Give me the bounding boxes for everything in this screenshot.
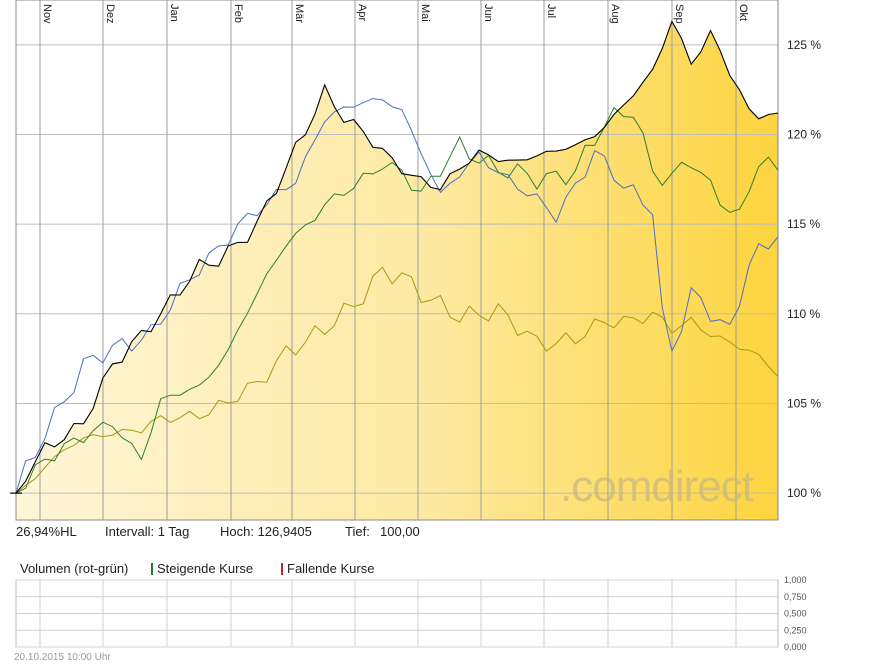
axis-labels: 100 % 105 % 110 % 115 % 120 % 125 % Nov Dez Jan F… bbox=[41, 4, 821, 500]
x-tick-label: Okt bbox=[737, 4, 749, 21]
comdirect-watermark: .comdirect bbox=[560, 462, 754, 511]
x-tick-label: Feb bbox=[232, 4, 244, 23]
x-tick-label: Jun bbox=[482, 4, 494, 22]
legend-falling-label: Fallende Kurse bbox=[287, 561, 375, 576]
y-tick-label: 105 % bbox=[787, 396, 821, 410]
y-tick-label: 120 % bbox=[787, 127, 821, 141]
low-stat-value: 100,00 bbox=[380, 524, 420, 539]
volume-tick-label: 0,750 bbox=[784, 592, 807, 602]
volume-title: Volumen (rot-grün) bbox=[20, 561, 129, 576]
x-tick-label: Jan bbox=[168, 4, 180, 22]
x-tick-label: Jul bbox=[545, 4, 557, 18]
x-tick-label: Mär bbox=[293, 4, 305, 23]
plot-frame bbox=[15, 0, 779, 521]
range-stat: 26,94%HL bbox=[16, 524, 77, 539]
series-lines bbox=[10, 20, 779, 494]
y-tick-label: 125 % bbox=[787, 38, 821, 52]
series-line-1 bbox=[15, 98, 779, 494]
legend-rising: Steigende Kurse bbox=[151, 561, 253, 576]
high-stat: Hoch: 126,9405 bbox=[220, 524, 312, 539]
price-grid bbox=[15, 0, 779, 521]
x-tick-label: Nov bbox=[41, 4, 53, 24]
x-tick-label: Dez bbox=[104, 4, 116, 24]
volume-tick-label: 0,250 bbox=[784, 625, 807, 635]
volume-tick-label: 1,000 bbox=[784, 575, 807, 585]
area-fill bbox=[16, 21, 778, 521]
x-tick-label: Sep bbox=[673, 4, 685, 24]
x-tick-label: Aug bbox=[609, 4, 621, 24]
legend-falling-swatch bbox=[281, 563, 283, 575]
volume-tick-label: 0,500 bbox=[784, 609, 807, 619]
volume-tick-label: 0,000 bbox=[784, 642, 807, 652]
volume-grid: 1,000 0,750 0,500 0,250 0,000 bbox=[15, 575, 807, 652]
legend-rising-swatch bbox=[151, 563, 153, 575]
low-stat-label: Tief: bbox=[345, 524, 370, 539]
y-tick-label: 110 % bbox=[787, 307, 820, 321]
series-line-3 bbox=[15, 266, 779, 494]
x-tick-label: Mai bbox=[419, 4, 431, 22]
interval-stat: Intervall: 1 Tag bbox=[105, 524, 190, 539]
x-tick-label: Apr bbox=[356, 4, 368, 21]
legend-rising-label: Steigende Kurse bbox=[157, 561, 254, 576]
y-tick-label: 100 % bbox=[787, 486, 821, 500]
area-fill-path bbox=[16, 21, 778, 521]
legend-falling: Fallende Kurse bbox=[281, 561, 374, 576]
y-tick-label: 115 % bbox=[787, 217, 820, 231]
series-line-0 bbox=[15, 20, 779, 494]
timestamp: 20.10.2015 10:00 Uhr bbox=[14, 652, 111, 663]
